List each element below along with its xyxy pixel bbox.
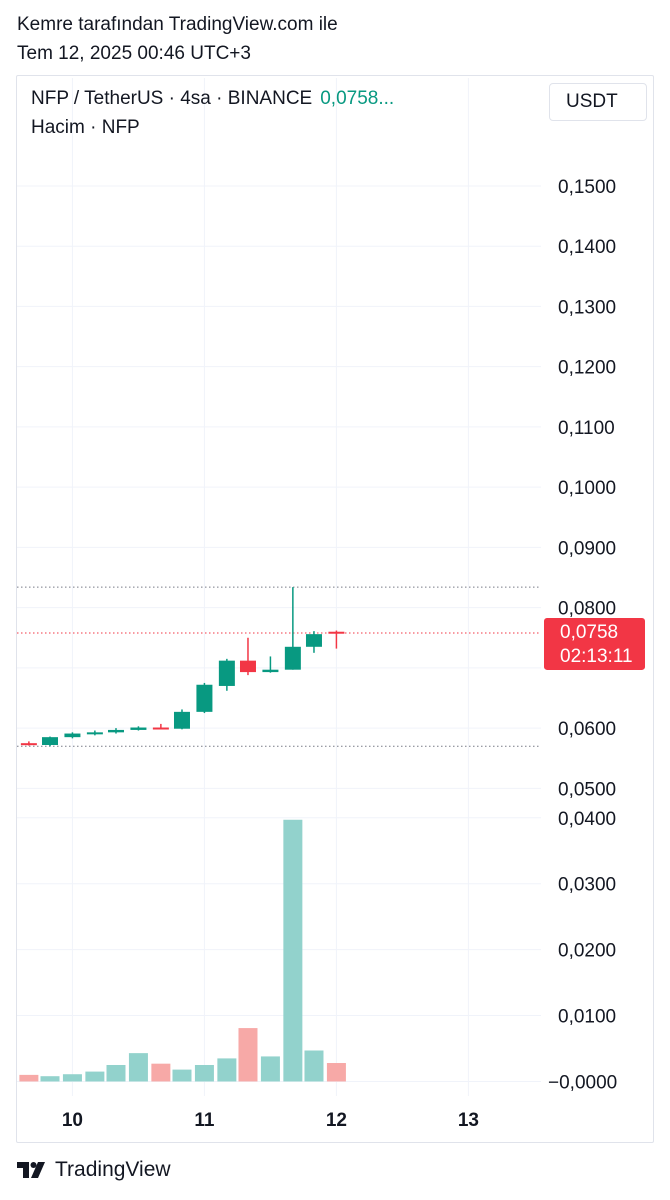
candles — [20, 587, 345, 747]
candle-body — [305, 634, 322, 647]
candle-body — [152, 727, 169, 730]
volume-bar — [283, 819, 303, 1082]
candle-body — [64, 733, 81, 738]
symbol-legend[interactable]: NFP / TetherUS · 4sa · BINANCE 0,0758... — [31, 88, 394, 110]
volume-bars — [19, 819, 346, 1082]
candle — [262, 656, 279, 673]
candle — [218, 658, 235, 691]
volume-bar — [194, 1064, 214, 1082]
volume-bar — [217, 1058, 237, 1082]
volume-legend[interactable]: Hacim · NFP — [31, 117, 140, 138]
candle-body — [218, 660, 235, 686]
current-price-badge-bg — [544, 617, 645, 670]
bar-countdown-label: 02:13:11 — [560, 646, 633, 667]
volume-bar — [260, 1056, 280, 1082]
candle — [196, 682, 213, 714]
volume-axis: 0,0400 0,0300 0,0200 0,0100 −0,0000 — [548, 809, 617, 1094]
brand-label: TradingView — [55, 1158, 171, 1181]
volume-tick-label: −0,0000 — [548, 1072, 617, 1093]
candle-body — [239, 660, 256, 673]
candle-body — [173, 711, 190, 729]
volume-bar — [172, 1069, 192, 1082]
candle — [328, 630, 345, 649]
price-tick-label: 0,1300 — [558, 297, 616, 318]
time-tick-label: 13 — [458, 1110, 479, 1131]
candle-body — [86, 732, 103, 735]
time-tick-label: 11 — [194, 1110, 215, 1131]
footer-brand[interactable]: TradingView — [17, 1158, 171, 1182]
volume-bar — [151, 1063, 171, 1082]
chart-frame — [16, 75, 654, 1143]
tradingview-logo-icon — [17, 1162, 45, 1178]
candle — [64, 732, 81, 739]
price-tick-label: 0,1200 — [558, 358, 616, 379]
candle-body — [20, 743, 37, 746]
candle — [239, 637, 256, 676]
price-tick-label: 0,1400 — [558, 237, 616, 258]
price-tick-label: 0,0800 — [558, 599, 616, 620]
time-axis: 10 11 12 13 — [62, 1110, 479, 1131]
candle — [107, 728, 124, 734]
chart-author: Kemre tarafından TradingView.com ile — [17, 14, 338, 35]
volume-bar — [304, 1050, 324, 1082]
price-tick-label: 0,1500 — [558, 177, 616, 198]
volume-tick-label: 0,0300 — [558, 875, 616, 896]
price-tick-label: 0,1000 — [558, 478, 616, 499]
time-tick-label: 12 — [326, 1110, 347, 1131]
volume-bar — [85, 1071, 105, 1082]
candle — [173, 709, 190, 730]
time-tick-label: 10 — [62, 1110, 83, 1131]
volume-bar — [238, 1028, 258, 1082]
candle — [152, 723, 169, 730]
volume-tick-label: 0,0100 — [558, 1007, 616, 1028]
candle-body — [130, 727, 147, 730]
symbol-title: NFP / TetherUS · 4sa · BINANCE — [31, 88, 313, 109]
candle-body — [107, 729, 124, 733]
candle-body — [284, 646, 301, 670]
chart-datetime: Tem 12, 2025 00:46 UTC+3 — [17, 43, 251, 64]
volume-bar — [106, 1064, 126, 1082]
price-tick-label: 0,1100 — [558, 418, 615, 439]
candle-body — [328, 631, 345, 634]
candle-body — [41, 737, 58, 745]
volume-bar — [326, 1063, 346, 1082]
candle-body — [196, 684, 213, 712]
candle — [86, 730, 103, 736]
volume-bar — [128, 1053, 148, 1082]
candle — [284, 587, 301, 670]
volume-tick-label: 0,0200 — [558, 941, 616, 962]
candle — [20, 741, 37, 746]
current-price-label: 0,0758 — [560, 622, 618, 643]
candle — [305, 631, 322, 653]
price-tick-label: 0,0500 — [558, 779, 616, 800]
price-axis: 0,1500 0,1400 0,1300 0,1200 0,1100 0,1000 0,09… — [558, 177, 616, 800]
volume-bar — [19, 1074, 39, 1082]
candle — [41, 736, 58, 747]
volume-bar — [40, 1076, 60, 1082]
volume-bar — [62, 1074, 82, 1082]
price-tick-label: 0,0900 — [558, 538, 616, 559]
legend-last-value: 0,0758... — [320, 88, 395, 109]
candle — [130, 726, 147, 731]
volume-tick-label: 0,0400 — [558, 809, 616, 830]
price-tick-label: 0,0600 — [558, 719, 616, 740]
grid-lines — [17, 78, 541, 1096]
candle-body — [262, 669, 279, 673]
currency-button[interactable]: USDT — [549, 83, 647, 121]
current-price-badge: 0,0758 02:13:11 — [544, 617, 645, 670]
